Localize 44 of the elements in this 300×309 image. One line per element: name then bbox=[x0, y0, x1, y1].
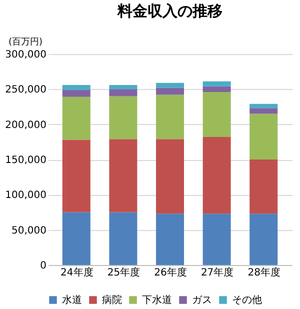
bar bbox=[202, 81, 231, 86]
x-tick-label: 28年度 bbox=[248, 266, 280, 278]
bar bbox=[156, 214, 184, 265]
bar bbox=[156, 88, 184, 95]
bar bbox=[202, 136, 231, 214]
bar bbox=[250, 160, 278, 214]
legend-label: 水道 bbox=[62, 294, 82, 306]
y-tick-label: 50,000 bbox=[12, 225, 46, 236]
bar bbox=[250, 104, 278, 108]
bar bbox=[62, 140, 90, 212]
bar bbox=[202, 86, 231, 92]
y-tick-label: 0 bbox=[40, 260, 46, 272]
y-tick-label: 100,000 bbox=[5, 190, 46, 202]
bar bbox=[156, 82, 184, 88]
x-tick-label: 27年度 bbox=[200, 266, 234, 278]
bar bbox=[109, 84, 138, 90]
legend-label: ガス bbox=[192, 295, 212, 306]
x-tick-label: 24年度 bbox=[60, 266, 94, 278]
chart-title: 料金収入の推移 bbox=[116, 2, 222, 20]
bar bbox=[250, 214, 278, 265]
bar bbox=[202, 214, 231, 265]
y-tick-label: 150,000 bbox=[5, 155, 46, 166]
bar bbox=[62, 84, 90, 90]
bar bbox=[202, 92, 231, 137]
legend-label: その他 bbox=[232, 294, 262, 306]
bar bbox=[250, 108, 278, 114]
bar bbox=[62, 90, 90, 97]
y-tick-label: 300,000 bbox=[5, 50, 46, 60]
y-axis-title: (百万円) bbox=[8, 38, 43, 48]
bar bbox=[109, 96, 138, 140]
bar bbox=[62, 96, 90, 140]
bar bbox=[109, 139, 138, 212]
x-tick-label: 25年度 bbox=[107, 266, 140, 278]
bar bbox=[156, 94, 184, 140]
bar bbox=[109, 212, 138, 265]
legend-label: 病院 bbox=[102, 294, 122, 306]
y-tick-label: 250,000 bbox=[5, 84, 46, 96]
bar bbox=[62, 212, 90, 265]
legend-label: 下水道 bbox=[142, 294, 172, 306]
x-tick-label: 26年度 bbox=[154, 266, 187, 278]
bar bbox=[109, 89, 138, 96]
y-tick-label: 200,000 bbox=[5, 120, 46, 131]
bar bbox=[156, 139, 184, 214]
bar bbox=[250, 114, 278, 160]
